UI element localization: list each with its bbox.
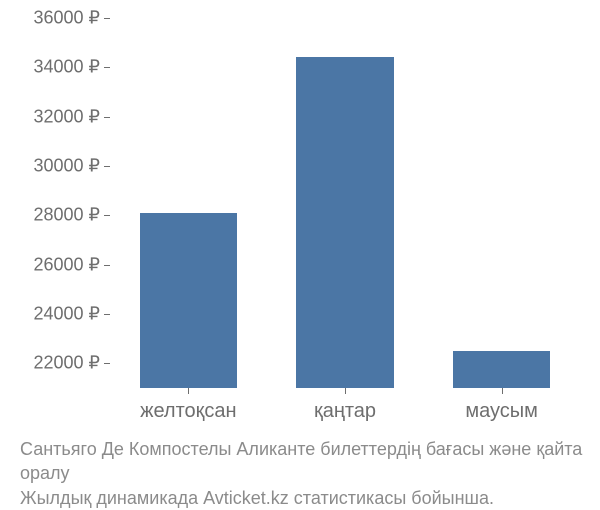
x-axis-label: қаңтар (314, 400, 376, 423)
caption-line-2: Жылдық динамикада Avticket.kz статистика… (20, 486, 590, 510)
y-axis-label: 22000 ₽ (10, 353, 100, 374)
y-axis-label: 24000 ₽ (10, 304, 100, 325)
chart-caption: Сантьяго Де Компостелы Аликанте билеттер… (20, 437, 590, 510)
x-axis-tick (502, 388, 503, 394)
x-axis-label: желтоқсан (140, 400, 236, 423)
y-axis-label: 34000 ₽ (10, 57, 100, 78)
caption-line-1: Сантьяго Де Компостелы Аликанте билеттер… (20, 437, 590, 486)
x-axis-label: маусым (465, 400, 538, 423)
x-axis-tick (345, 388, 346, 394)
y-axis-label: 28000 ₽ (10, 205, 100, 226)
price-bar-chart: 22000 ₽ 24000 ₽ 26000 ₽ 28000 ₽ 30000 ₽ 32000… (0, 0, 600, 500)
bar (140, 213, 237, 388)
y-axis-label: 26000 ₽ (10, 254, 100, 275)
bar (453, 351, 550, 388)
x-axis-tick (188, 388, 189, 394)
plot-area (110, 18, 580, 388)
y-axis-label: 32000 ₽ (10, 106, 100, 127)
bar (296, 57, 393, 388)
y-axis-label: 30000 ₽ (10, 156, 100, 177)
y-axis-label: 36000 ₽ (10, 8, 100, 29)
